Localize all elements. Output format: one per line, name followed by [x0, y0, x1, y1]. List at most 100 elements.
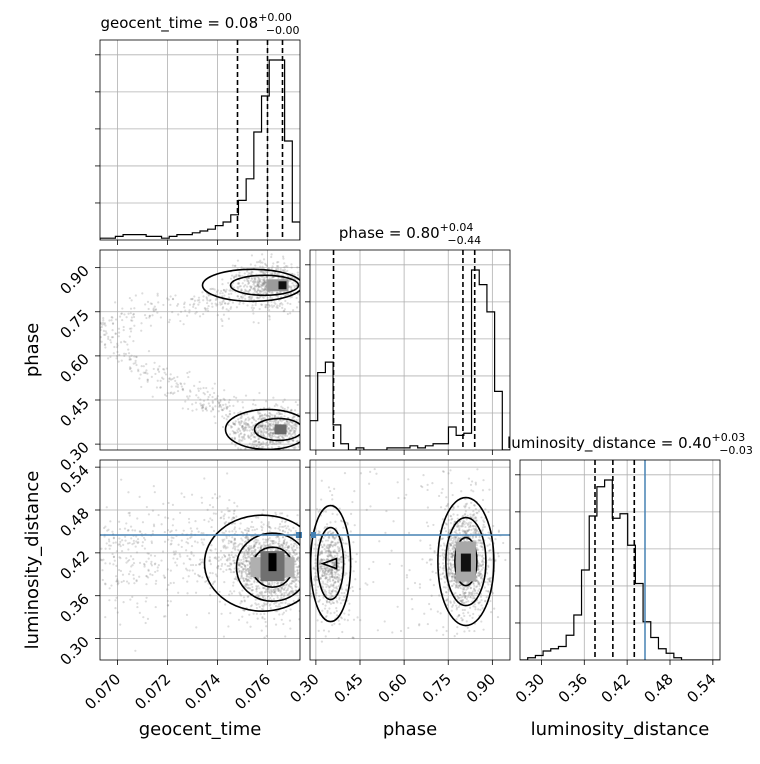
sample-point	[302, 592, 304, 594]
sample-point	[304, 293, 306, 295]
sample-point	[148, 553, 150, 555]
sample-point	[170, 582, 172, 584]
sample-point	[307, 554, 309, 556]
sample-point	[105, 332, 107, 334]
sample-point	[482, 479, 484, 481]
sample-point	[304, 562, 306, 564]
sample-point	[195, 592, 197, 594]
sample-point	[297, 566, 299, 568]
sample-point	[253, 287, 255, 289]
sample-point	[284, 422, 286, 424]
sample-point	[218, 406, 220, 408]
sample-point	[229, 413, 231, 415]
sample-point	[282, 256, 284, 258]
panel-frame	[100, 40, 300, 240]
sample-point	[232, 405, 234, 407]
sample-point	[238, 275, 240, 277]
sample-point	[129, 514, 131, 516]
sample-point	[107, 529, 109, 531]
sample-point	[152, 510, 154, 512]
sample-point	[141, 545, 143, 547]
sample-point	[235, 274, 237, 276]
sample-point	[258, 442, 260, 444]
sample-point	[271, 267, 273, 269]
sample-point	[300, 575, 302, 577]
sample-point	[465, 510, 467, 512]
sample-point	[191, 545, 193, 547]
sample-point	[271, 583, 273, 585]
panel-phase-luminosity_distance	[304, 460, 510, 660]
sample-point	[384, 620, 386, 622]
sample-point	[250, 535, 252, 537]
sample-point	[314, 543, 316, 545]
sample-point	[219, 304, 221, 306]
sample-point	[246, 560, 248, 562]
sample-point	[117, 582, 119, 584]
sample-point	[228, 296, 230, 298]
sample-point	[242, 302, 244, 304]
sample-point	[239, 424, 241, 426]
sample-point	[194, 520, 196, 522]
sample-point	[102, 317, 104, 319]
sample-point	[195, 394, 197, 396]
sample-point	[223, 581, 225, 583]
sample-point	[295, 578, 297, 580]
sample-point	[243, 580, 245, 582]
sample-point	[208, 294, 210, 296]
sample-point	[251, 254, 253, 256]
sample-point	[143, 537, 145, 539]
sample-point	[229, 590, 231, 592]
sample-point	[129, 335, 131, 337]
sample-point	[270, 425, 272, 427]
sample-point	[133, 316, 135, 318]
sample-point	[291, 580, 293, 582]
sample-point	[300, 596, 302, 598]
sample-point	[406, 574, 408, 576]
sample-point	[245, 552, 247, 554]
sample-point	[300, 574, 302, 576]
sample-point	[249, 580, 251, 582]
sample-point	[225, 521, 227, 523]
sample-point	[230, 293, 232, 295]
sample-point	[245, 583, 247, 585]
sample-point	[235, 431, 237, 433]
sample-point	[240, 575, 242, 577]
sample-point	[442, 634, 444, 636]
sample-point	[145, 622, 147, 624]
sample-point	[192, 306, 194, 308]
sample-point	[209, 504, 211, 506]
sample-point	[115, 318, 117, 320]
sample-point	[324, 283, 326, 285]
sample-point	[196, 311, 198, 313]
sample-point	[165, 373, 167, 375]
sample-point	[276, 247, 278, 249]
sample-point	[303, 565, 305, 567]
sample-point	[295, 530, 297, 532]
sample-point	[341, 592, 343, 594]
sample-point	[176, 382, 178, 384]
sample-point	[184, 301, 186, 303]
sample-point	[238, 303, 240, 305]
sample-point	[300, 429, 302, 431]
sample-point	[144, 547, 146, 549]
sample-point	[336, 555, 338, 557]
sample-point	[221, 325, 223, 327]
sample-point	[317, 619, 319, 621]
sample-point	[368, 483, 370, 485]
sample-point	[214, 493, 216, 495]
sample-point	[328, 486, 330, 488]
sample-point	[485, 590, 487, 592]
sample-point	[183, 383, 185, 385]
sample-point	[148, 350, 150, 352]
sample-point	[318, 595, 320, 597]
sample-point	[296, 544, 298, 546]
sample-point	[104, 616, 106, 618]
sample-point	[280, 602, 282, 604]
sample-point	[167, 529, 169, 531]
sample-point	[168, 502, 170, 504]
sample-point	[221, 408, 223, 410]
sample-point	[452, 584, 454, 586]
sample-point	[237, 418, 239, 420]
sample-point	[265, 589, 267, 591]
sample-point	[286, 422, 288, 424]
